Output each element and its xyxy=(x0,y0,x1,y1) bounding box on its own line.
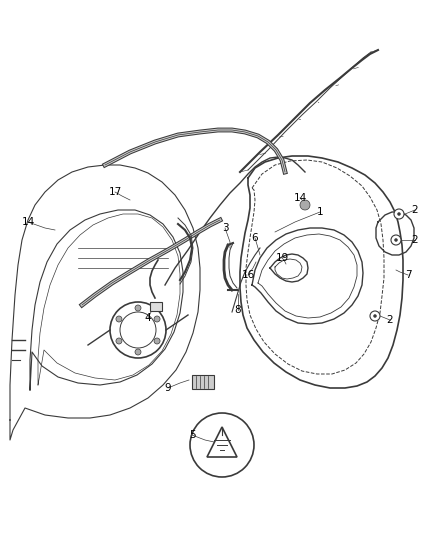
Text: 3: 3 xyxy=(222,223,228,233)
Circle shape xyxy=(116,316,122,322)
Circle shape xyxy=(154,316,160,322)
Text: 16: 16 xyxy=(241,270,254,280)
Text: 8: 8 xyxy=(235,305,241,315)
Circle shape xyxy=(116,338,122,344)
Circle shape xyxy=(370,311,380,321)
Text: 9: 9 xyxy=(165,383,171,393)
Text: 17: 17 xyxy=(108,187,122,197)
Circle shape xyxy=(398,213,400,215)
Text: 2: 2 xyxy=(412,235,418,245)
Text: 4: 4 xyxy=(145,313,151,323)
Text: 2: 2 xyxy=(412,205,418,215)
Text: 19: 19 xyxy=(276,253,289,263)
Circle shape xyxy=(394,209,404,219)
Circle shape xyxy=(154,338,160,344)
Circle shape xyxy=(391,235,401,245)
Text: 2: 2 xyxy=(387,315,393,325)
Circle shape xyxy=(300,200,310,210)
Text: 6: 6 xyxy=(252,233,258,243)
FancyBboxPatch shape xyxy=(192,375,214,389)
Circle shape xyxy=(395,238,398,241)
Circle shape xyxy=(135,349,141,355)
Text: 5: 5 xyxy=(189,430,195,440)
Text: 1: 1 xyxy=(317,207,323,217)
Text: 14: 14 xyxy=(293,193,307,203)
Circle shape xyxy=(135,305,141,311)
Text: 14: 14 xyxy=(21,217,35,227)
Circle shape xyxy=(374,314,377,318)
FancyBboxPatch shape xyxy=(150,302,162,311)
Text: 7: 7 xyxy=(405,270,411,280)
